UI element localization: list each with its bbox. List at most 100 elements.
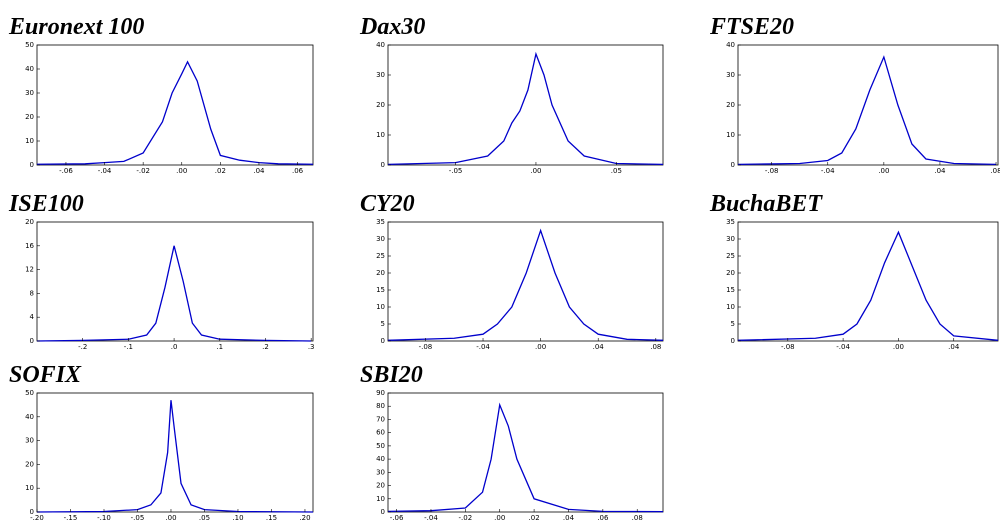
y-tick-label: 10 [25,137,34,145]
y-tick-label: 0 [381,337,385,345]
y-tick-label: 90 [376,389,385,397]
y-tick-label: 10 [376,131,385,139]
density-curve [387,402,664,513]
density-curve [387,51,664,166]
y-tick-label: 40 [376,455,385,463]
x-tick-label: .00 [530,167,541,175]
panel: BuchaBET 0 5 10 15 20 25 30 35 -.08 -.04 .00 .04 [709,191,999,351]
plot-frame [36,221,314,342]
y-tick-label: 30 [726,235,735,243]
x-tick-label: -.06 [59,167,73,175]
x-tick-label: .06 [597,514,609,521]
y-tick-label: 4 [30,313,35,321]
y-tick-label: 15 [726,286,735,294]
panel-title: FTSE20 [709,14,794,40]
x-tick-label: .08 [650,343,661,351]
x-tick-label: .05 [199,514,210,521]
x-tick-label: .10 [232,514,243,521]
panel-title: BuchaBET [709,191,823,217]
y-tick-label: 40 [376,41,385,49]
density-curve [36,400,314,513]
x-tick-label: -.04 [424,514,438,521]
panel: Dax30 0 10 20 30 40 -.05 .00 .05 [359,14,664,175]
y-tick-label: 20 [726,101,735,109]
panel-title: SBI20 [360,362,423,388]
x-tick-label: -.15 [64,514,78,521]
y-tick-label: 20 [376,269,385,277]
x-tick-label: .2 [262,343,269,351]
x-tick-label: .04 [934,167,946,175]
plot-frame [387,221,664,342]
plot-frame [737,221,999,342]
y-tick-label: 0 [30,161,34,169]
y-tick-label: 10 [376,303,385,311]
x-tick-label: .06 [292,167,304,175]
y-tick-label: 35 [376,218,385,226]
x-tick-label: .08 [632,514,643,521]
y-tick-label: 0 [30,337,34,345]
x-tick-label: -.04 [476,343,490,351]
x-tick-label: .3 [308,343,315,351]
density-curve [36,60,314,165]
x-tick-label: .00 [165,514,176,521]
plot-frame [36,44,314,166]
x-tick-label: .00 [494,514,505,521]
y-tick-label: 8 [30,289,34,297]
y-tick-label: 10 [726,131,735,139]
x-tick-label: .04 [563,514,575,521]
y-tick-label: 20 [25,113,34,121]
x-tick-label: -.10 [97,514,111,521]
x-tick-label: .00 [176,167,187,175]
y-tick-label: 16 [25,242,34,250]
x-tick-label: .00 [878,167,889,175]
y-tick-label: 12 [25,266,34,274]
y-tick-label: 50 [25,389,34,397]
x-tick-label: .00 [893,343,904,351]
x-tick-label: .04 [253,167,265,175]
x-tick-label: -.20 [30,514,44,521]
plot-frame [387,44,664,166]
x-tick-label: -.05 [131,514,145,521]
x-tick-label: -.02 [136,167,150,175]
x-tick-label: .15 [266,514,277,521]
x-tick-label: -.08 [781,343,795,351]
y-tick-label: 30 [726,71,735,79]
y-tick-label: 35 [726,218,735,226]
y-tick-label: 0 [731,337,735,345]
y-tick-label: 15 [376,286,385,294]
density-curve [737,230,999,341]
y-tick-label: 30 [25,437,34,445]
x-tick-label: -.08 [765,167,779,175]
y-tick-label: 60 [376,429,385,437]
panel-title: ISE100 [8,191,84,217]
x-tick-label: .20 [299,514,310,521]
y-tick-label: 20 [376,101,385,109]
y-tick-label: 30 [376,235,385,243]
y-tick-label: 5 [731,320,735,328]
x-tick-label: .1 [216,343,223,351]
density-curve [36,245,312,342]
x-tick-label: .0 [171,343,178,351]
y-tick-label: 10 [376,495,385,503]
y-tick-label: 30 [376,468,385,476]
y-tick-label: 20 [25,460,34,468]
x-tick-label: -.08 [419,343,433,351]
x-tick-label: .00 [535,343,546,351]
x-tick-label: .02 [215,167,226,175]
panel: FTSE20 0 10 20 30 40 -.08 -.04 .00 .04 .08 [709,14,1000,175]
y-tick-label: 50 [25,41,34,49]
panel-title: Euronext 100 [8,14,144,40]
panel-title: CY20 [360,191,415,217]
x-tick-label: -.04 [98,167,112,175]
x-tick-label: .04 [948,343,960,351]
plot-frame [737,44,999,166]
y-tick-label: 40 [726,41,735,49]
density-curve [387,228,664,341]
y-tick-label: 80 [376,402,385,410]
panel: ISE100 0 4 8 12 16 20 -.2 -.1 .0 .1 .2 .3 [8,191,315,351]
y-tick-label: 20 [25,218,34,226]
panel: Euronext 100 0 10 20 30 40 50 -.06 -.04 -.02 .00 .0… [8,14,314,175]
y-tick-label: 25 [376,252,385,260]
y-tick-label: 30 [376,71,385,79]
